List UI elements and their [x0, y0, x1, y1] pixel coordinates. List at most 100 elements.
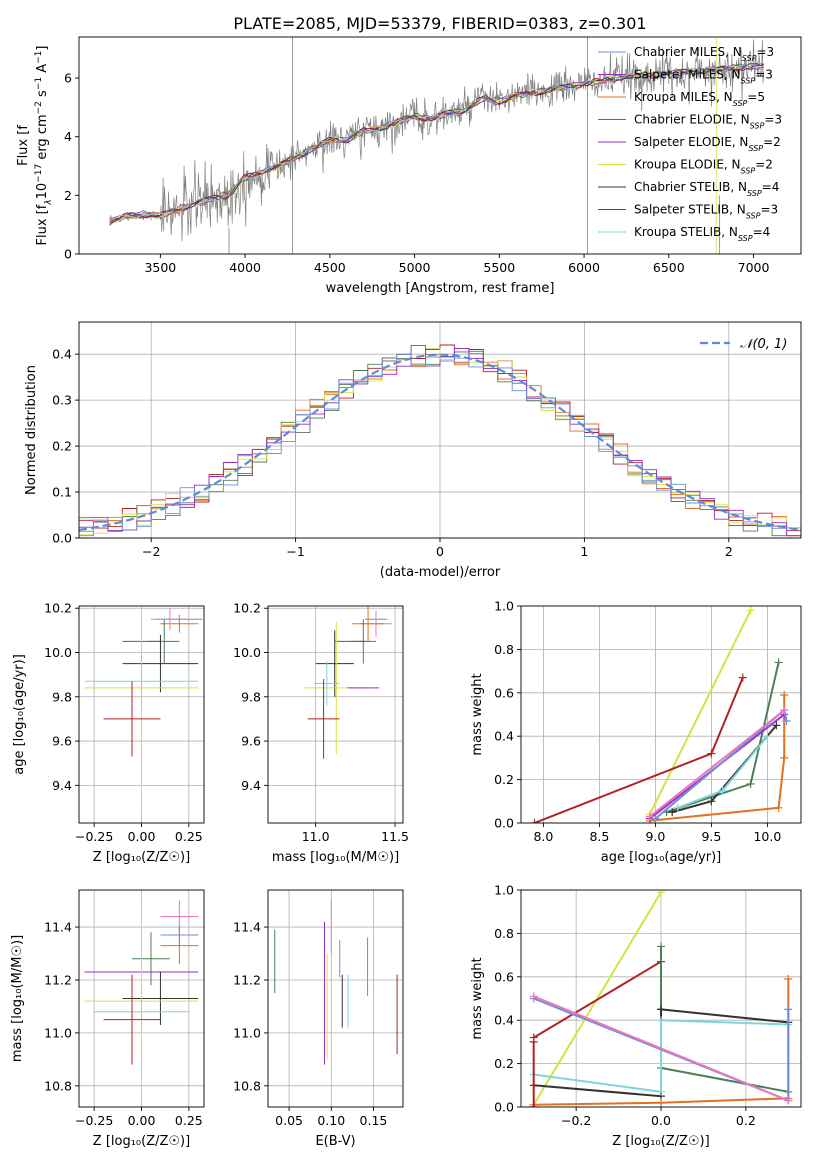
weight-line-pink — [649, 709, 785, 818]
x-tick-label: 11.5 — [381, 829, 409, 844]
y-tick-label: 1.0 — [494, 883, 514, 898]
x-tick-label: 4500 — [314, 260, 346, 275]
y-axis-label: mass [log₁₀(M/M☉)] — [10, 935, 25, 1062]
legend-text: Salpeter ELODIE, N — [634, 135, 748, 149]
weight-marker — [784, 974, 793, 983]
y-tick-label: 0.0 — [52, 531, 72, 546]
weight-marker — [780, 706, 789, 715]
x-axis-label: Z [log₁₀(Z/Z☉)] — [93, 1134, 190, 1149]
x-tick-label: 8.0 — [533, 829, 553, 844]
legend-subscript: SSP — [750, 121, 765, 130]
x-axis-label: Z [log₁₀(Z/Z☉)] — [93, 850, 190, 865]
y-tick-label: 9.6 — [52, 734, 72, 749]
y-tick-label: 10.8 — [44, 1078, 72, 1093]
weight-line-salpeter_stelib — [533, 959, 662, 1039]
legend-label: Kroupa MILES, NSSP=5 — [634, 90, 765, 108]
weight-marker — [746, 606, 755, 615]
panel-weight_vs_Z: −0.2 0.0 0.2 0.0 0.2 0.4 0.6 0.8 1.0 Z [log₁₀(Z/Z… — [470, 883, 802, 1149]
y-tick-label: 0.2 — [494, 772, 514, 787]
weight-marker — [718, 786, 727, 795]
y-axis-label: age [log₁₀(age/yr)] — [12, 654, 27, 775]
legend-subscript: SSP — [742, 54, 757, 63]
weight-marker — [774, 803, 783, 812]
x-tick-label: 1 — [580, 544, 588, 559]
histogram-kroupa_elodie — [79, 348, 801, 537]
weight-marker — [782, 717, 791, 726]
y-tick-label: 9.4 — [52, 778, 72, 793]
y-tick-label: 1.0 — [494, 599, 514, 614]
x-tick-label: 8.5 — [589, 829, 609, 844]
legend-text: Salpeter MILES, N — [634, 68, 741, 82]
legend-subscript: SSP — [747, 189, 762, 198]
model-line-salpeter_stelib — [109, 62, 764, 224]
weight-marker — [657, 1016, 665, 1025]
x-tick-label: 0.15 — [360, 1113, 388, 1128]
y-axis-label-part: −1 — [34, 51, 44, 64]
weight-marker — [772, 721, 781, 730]
weight-line-kroupa_miles — [649, 695, 786, 822]
panel-mass_vs_ebv: 0.05 0.10 0.15 10.8 11.0 11.2 11.4 E(B-V) — [233, 889, 404, 1149]
x-tick-label: −0.25 — [75, 1113, 113, 1128]
y-axis-label-part: λ — [44, 199, 54, 205]
x-tick-label: 2 — [725, 544, 733, 559]
x-tick-label: −2 — [142, 544, 160, 559]
y-tick-label: 0.3 — [52, 393, 72, 408]
y-tick-label: 0.4 — [494, 729, 514, 744]
weight-marker — [657, 1087, 665, 1096]
legend-label: 𝒩(0, 1) — [740, 337, 787, 352]
weight-marker — [784, 1005, 793, 1014]
plot-area-mass_vs_ebv — [274, 900, 398, 1065]
plot-area-age_vs_mass — [304, 606, 392, 759]
y-tick-label: 0.0 — [494, 816, 514, 831]
weight-marker — [668, 808, 677, 817]
x-tick-label: 7000 — [738, 260, 770, 275]
weight-marker — [657, 1098, 665, 1107]
x-tick-label: 0 — [436, 544, 444, 559]
histogram-salpeter_stelib — [79, 344, 801, 532]
y-tick-label: 9.4 — [241, 778, 261, 793]
weight-marker — [780, 690, 789, 699]
y-axis-label-part: s — [35, 90, 50, 101]
y-axis-label-part: Flux [f — [35, 204, 50, 245]
plot-area-age_vs_Z — [84, 606, 203, 810]
legend-count: =3 — [760, 203, 778, 217]
axes-frame — [267, 889, 404, 1108]
y-tick-label: 9.6 — [241, 734, 261, 749]
weight-marker — [738, 673, 747, 682]
panel-age_vs_Z: −0.25 0.00 0.25 9.4 9.6 9.8 10.0 10.2 Z [log₁₀(Z… — [12, 601, 205, 865]
x-axis-label: wavelength [Angstrom, rest frame] — [326, 281, 555, 296]
y-tick-label: 11.0 — [233, 1025, 261, 1040]
y-axis-label: Flux [f — [16, 125, 31, 166]
x-tick-label: 5000 — [399, 260, 431, 275]
weight-marker — [529, 992, 538, 1001]
y-tick-label: 10.2 — [233, 601, 261, 616]
weight-marker — [529, 1103, 538, 1107]
legend-text: Chabrier MILES, N — [634, 45, 742, 59]
legend-label: Chabrier MILES, NSSP=3 — [634, 45, 774, 63]
legend-text: Salpeter STELIB, N — [634, 203, 746, 217]
x-tick-label: 3500 — [144, 260, 176, 275]
plot-area-spectrum — [109, 37, 765, 254]
x-tick-label: 9.0 — [645, 829, 665, 844]
x-tick-label: 0.0 — [651, 1113, 671, 1128]
legend-subscript: SSP — [741, 76, 756, 85]
y-tick-label: 0.2 — [494, 1056, 514, 1071]
weight-marker — [657, 1005, 665, 1014]
weight-marker — [657, 942, 665, 951]
x-tick-label: 6500 — [653, 260, 685, 275]
y-tick-label: 0.4 — [52, 347, 72, 362]
y-tick-label: 0.8 — [494, 926, 514, 941]
y-axis-label-part: −2 — [34, 101, 44, 114]
legend-count: =3 — [764, 113, 782, 127]
y-tick-label: 0.6 — [494, 685, 514, 700]
panel-spectrum: 3500 4000 4500 5000 5500 6000 6500 7000 0 2 4 6 wave… — [16, 36, 802, 296]
y-tick-label: 6 — [64, 71, 72, 86]
x-tick-label: 9.5 — [701, 829, 721, 844]
y-axis-label-part: −1 — [34, 77, 44, 90]
y-tick-label: 0.8 — [494, 642, 514, 657]
y-tick-label: 0.1 — [52, 485, 72, 500]
y-axis-label: mass weight — [470, 673, 485, 755]
y-tick-label: 0 — [64, 247, 72, 262]
panel-residuals: −2 −1 0 1 2 0.0 0.1 0.2 0.3 0.4 (data-model)/error… — [24, 321, 802, 580]
